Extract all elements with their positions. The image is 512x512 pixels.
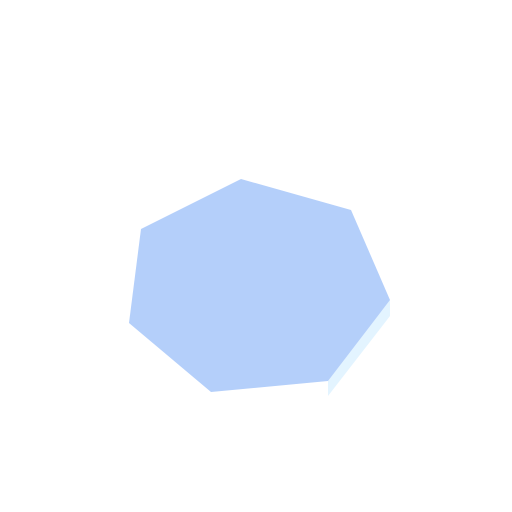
canvas (0, 0, 512, 512)
shape-canvas (0, 0, 512, 512)
